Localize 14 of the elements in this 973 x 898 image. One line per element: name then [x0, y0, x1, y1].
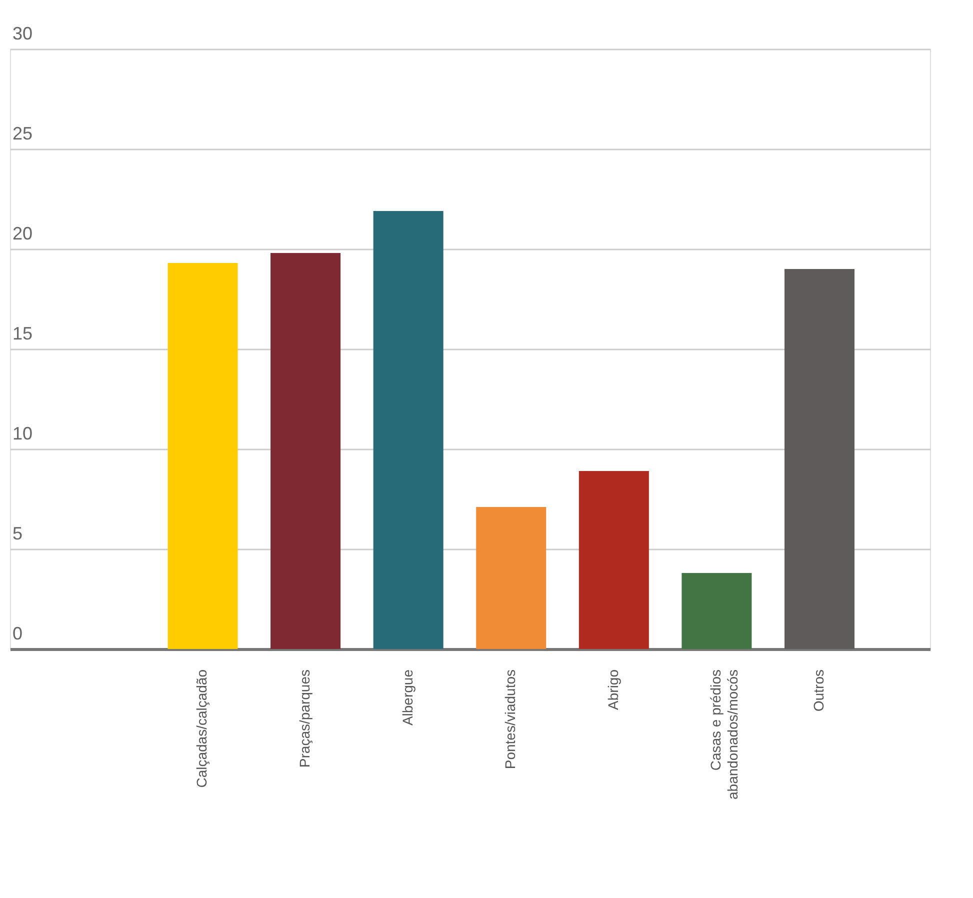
- y-tick-label: 0: [12, 624, 23, 644]
- y-tick-label: 15: [12, 324, 33, 344]
- y-tick-label: 5: [12, 524, 23, 544]
- x-tick-label: Albergue: [399, 669, 416, 726]
- x-tick-label: Outros: [810, 670, 826, 712]
- x-tick-label: Calçadas/calçadão: [194, 669, 210, 788]
- y-tick-label: 20: [12, 224, 33, 244]
- x-tick-label: Praças/parques: [296, 670, 313, 768]
- y-tick-label: 10: [12, 424, 33, 444]
- x-tick-label: Abrigo: [604, 669, 621, 710]
- x-tick-label: Casas e prédios abandonados/mocós: [708, 670, 741, 800]
- y-tick-label: 25: [12, 124, 33, 144]
- x-tick-label: Pontes/viadutos: [502, 670, 518, 770]
- y-tick-label: 30: [12, 24, 33, 44]
